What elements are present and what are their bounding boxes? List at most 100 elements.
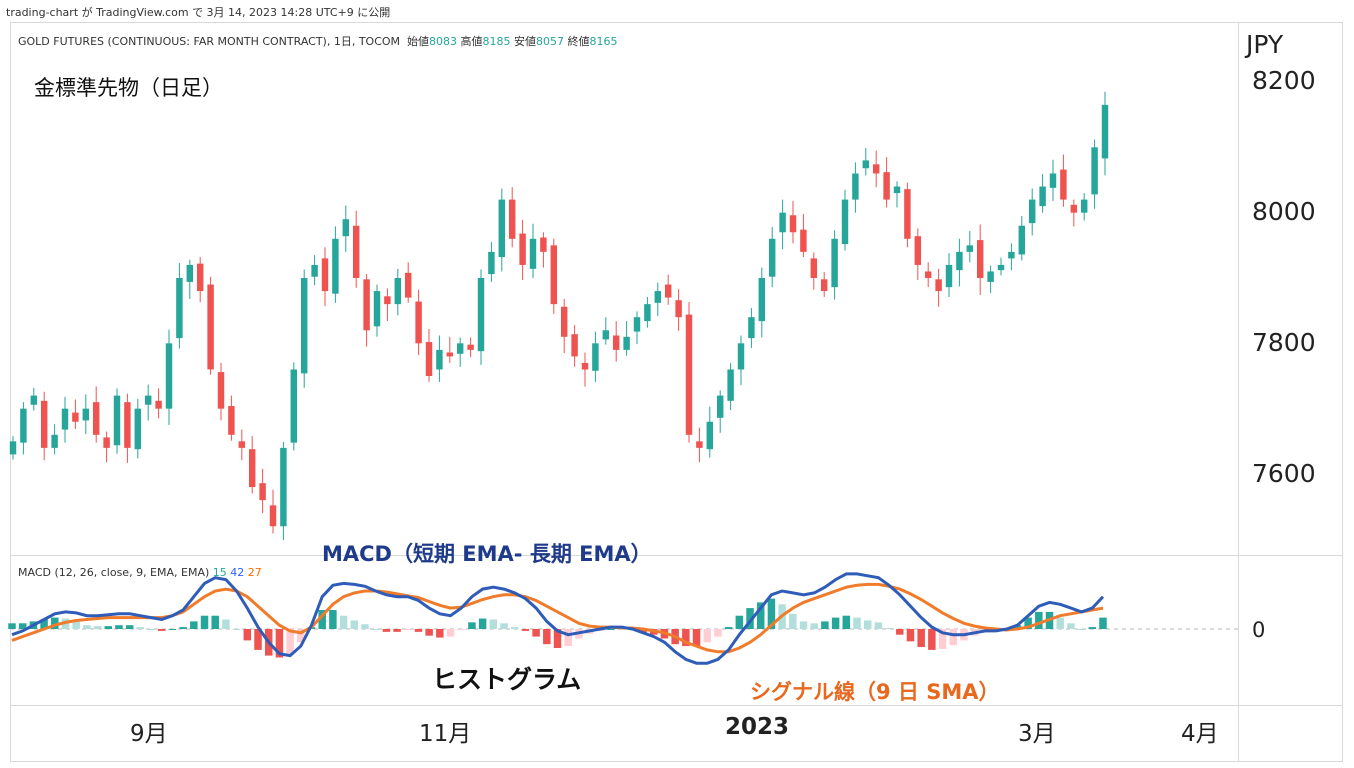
price-scale-divider [1238,22,1239,762]
histogram-bar [361,624,369,629]
histogram-bar [350,620,359,629]
symbol-legend: GOLD FUTURES (CONTINUOUS: FAR MONTH CONT… [18,33,618,49]
candle-body [155,400,162,409]
pane-divider[interactable] [10,555,1343,556]
candle-body [300,278,308,374]
candle-body [30,395,38,405]
candle-body [394,278,402,305]
candle-body [9,441,17,455]
candle-body [737,343,745,370]
histogram-bar [500,623,508,629]
histogram-bar [318,610,326,629]
macd-line [11,572,1105,665]
macd-legend-signal: 42 [230,566,245,579]
histogram-bar [863,620,872,629]
price-tick: 7800 [1252,328,1316,357]
histogram-bar [446,629,455,637]
histogram-bar [896,629,904,635]
candle-body [935,279,942,292]
candle-body [1060,169,1067,200]
candle-body [831,238,838,288]
macd-legend-text: MACD (12, 26, close, 9, EMA, EMA) [18,566,210,579]
macd-legend-macd: 15 [212,566,227,579]
histogram-bar [104,626,113,629]
candle-body [384,296,391,305]
histogram-annotation: ヒストグラム [432,665,582,694]
candle-body [706,421,714,450]
signal-line [11,582,1104,654]
candle-body [945,264,953,288]
histogram-bar [414,629,423,632]
candle-body [810,258,818,278]
x-tick-apr: 4月 [1181,721,1219,747]
histogram-bar [831,617,840,629]
candle-body [61,408,69,430]
candle-body [872,164,880,174]
candle-body [207,284,214,370]
histogram-bar [543,629,551,645]
histogram-bar [735,615,744,629]
x-tick-2023: 2023 [725,714,790,740]
candle-body [529,238,537,269]
symbol-name: GOLD FUTURES (CONTINUOUS: FAR MONTH CONT… [18,35,401,48]
histogram-bar [468,622,476,629]
x-tick-nov: 11月 [419,721,472,747]
macd-zero-tick: 0 [1252,618,1266,642]
candle-body [571,334,578,357]
histogram-bar [190,621,198,629]
candle-body [966,245,974,252]
histogram-bar [404,629,412,630]
candle-body [602,330,610,340]
candle-body [72,412,79,422]
candle-body [134,408,142,450]
histogram-bar [767,598,776,629]
histogram-bar [18,623,27,629]
histogram-bar [682,629,690,647]
candle-body [987,271,994,282]
candle-body [238,441,246,448]
candle-body [841,199,849,245]
histogram-bar [232,629,241,630]
close-value: 8165 [589,35,618,48]
candle-body [654,291,662,303]
candle-body [321,258,329,292]
histogram-bar [371,629,380,630]
histogram-bar [489,619,498,629]
candle-body [540,237,547,252]
histogram-bar [853,617,861,629]
candle-body [997,264,1005,271]
histogram-bar [83,625,91,629]
candle-body [852,173,859,200]
histogram-bar [254,629,262,650]
histogram-bar [799,621,808,629]
candle-body [436,349,443,370]
candle-body [644,304,651,322]
x-tick-mar: 3月 [1018,721,1056,747]
histogram-bar [906,629,915,642]
candle-body [581,362,589,370]
candle-body [758,278,766,322]
candle-body [800,229,807,252]
candle-body [633,317,641,332]
candle-body [488,251,495,275]
candle-body [1008,251,1015,259]
candle-body [789,215,797,233]
candle-body [727,369,734,401]
histogram-bar [810,623,818,629]
histogram-bar [607,629,615,630]
histogram-bar [136,627,145,629]
histogram-bar [1024,617,1032,629]
candle-body [113,395,121,446]
candle-body [446,352,454,357]
histogram-bar [382,629,391,632]
histogram-bar [1056,617,1064,629]
price-tick: 8000 [1252,197,1316,226]
macd-annotation: MACD（短期 EMA- 長期 EMA） [322,542,652,566]
histogram-bar [703,629,711,643]
candle-body [144,395,152,405]
candle-body [456,343,464,354]
candle-body [352,225,360,278]
histogram-series [8,598,1107,658]
currency-label: JPY [1246,30,1284,59]
